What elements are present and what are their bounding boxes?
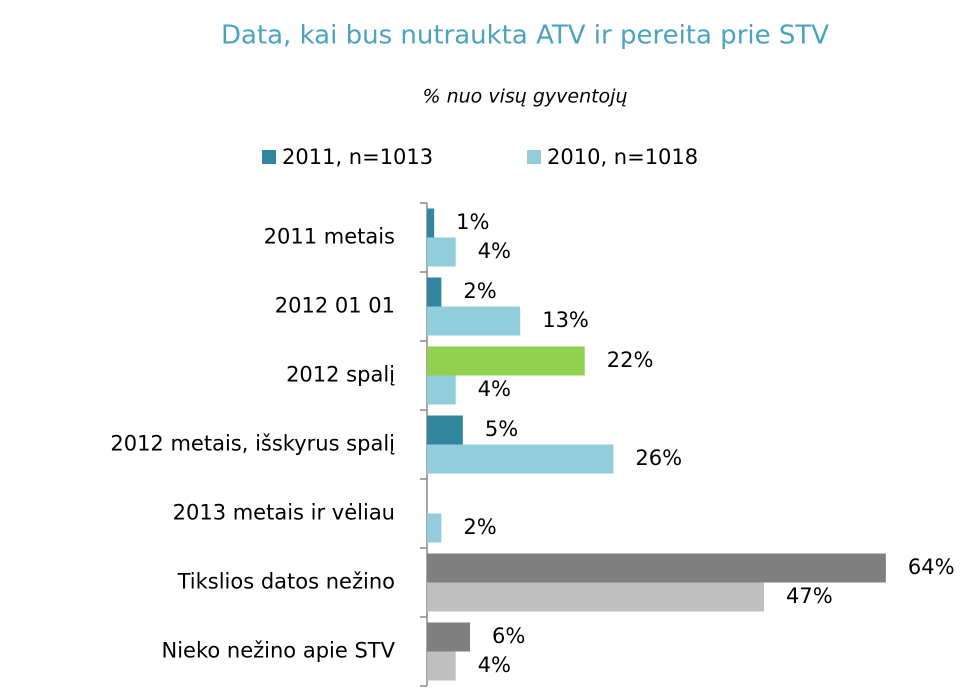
bar [427,513,442,543]
bar [427,415,463,445]
category-label: 2012 01 01 [275,294,395,318]
value-label: 6% [492,624,525,648]
category-label: 2012 metais, išskyrus spalį [110,432,395,456]
value-label: 2% [463,279,496,303]
bar [427,622,471,652]
value-label: 1% [456,210,489,234]
value-label: 47% [786,584,833,608]
legend-label: 2010, n=1018 [547,145,698,169]
value-label: 26% [635,446,682,470]
value-label: 64% [908,555,955,579]
bar [427,306,521,336]
category-label: 2011 metais [264,225,395,249]
value-label: 5% [485,417,518,441]
category-label: Tikslios datos nežino [177,570,395,594]
value-label: 4% [478,377,511,401]
bar [427,237,456,267]
value-label: 13% [542,308,589,332]
category-label: 2013 metais ir vėliau [173,501,395,525]
value-label: 2% [463,515,496,539]
legend-label: 2011, n=1013 [282,145,433,169]
legend-swatch [262,150,276,164]
value-label: 22% [607,348,654,372]
category-label: Nieko nežino apie STV [162,639,396,663]
bar [427,375,456,405]
bar [427,582,764,612]
legend-swatch [527,150,541,164]
bar [427,651,456,681]
value-label: 4% [478,239,511,263]
bar [427,346,585,376]
value-label: 4% [478,653,511,677]
bar [427,277,442,307]
bar [427,553,886,583]
chart-title: Data, kai bus nutraukta ATV ir pereita p… [221,21,829,51]
category-label: 2012 spalį [286,363,395,387]
chart-subtitle: % nuo visų gyventojų [422,86,627,108]
bar [427,444,614,474]
bar [427,208,435,238]
